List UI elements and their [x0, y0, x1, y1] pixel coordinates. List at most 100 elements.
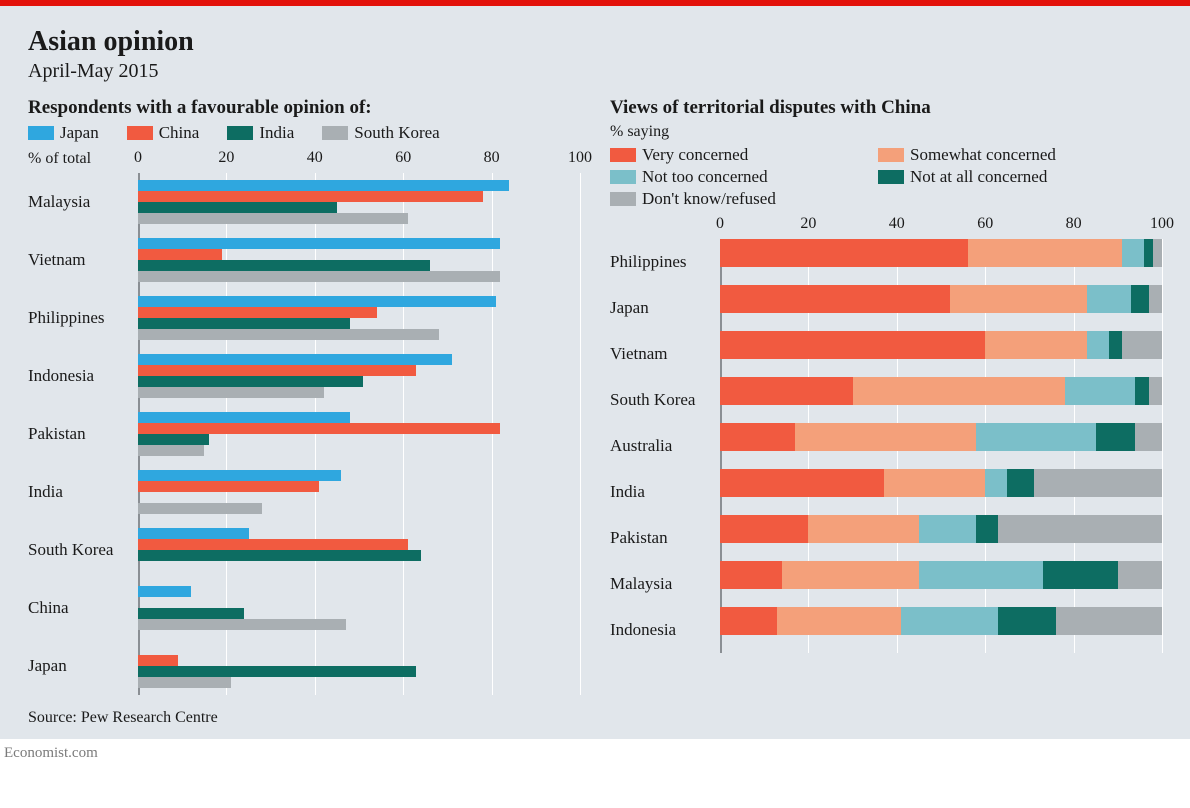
bar-segment	[976, 515, 998, 543]
bar-segment	[1087, 285, 1131, 313]
x-tick: 60	[395, 149, 411, 167]
bar	[138, 503, 262, 514]
x-tick: 20	[218, 149, 234, 167]
bar	[138, 376, 363, 387]
legend-swatch	[610, 170, 636, 184]
category-label: Malaysia	[28, 173, 138, 231]
x-tick: 60	[977, 215, 993, 233]
bar-segment	[998, 607, 1055, 635]
legend-item: South Korea	[322, 123, 439, 143]
category-label: Japan	[28, 637, 138, 695]
x-tick: 40	[307, 149, 323, 167]
legend-label: India	[259, 123, 294, 143]
bar-segment	[1109, 331, 1122, 359]
legend-label: South Korea	[354, 123, 439, 143]
bar-group	[138, 173, 580, 231]
legend-label: Very concerned	[642, 145, 748, 165]
bar	[138, 249, 222, 260]
bar-segment	[1122, 331, 1162, 359]
bar	[138, 677, 231, 688]
bar-segment	[976, 423, 1095, 451]
right-y-labels: PhilippinesJapanVietnamSouth KoreaAustra…	[610, 239, 720, 653]
bar	[138, 191, 483, 202]
bar	[138, 296, 496, 307]
gridline	[1162, 239, 1163, 653]
x-tick: 100	[568, 149, 592, 167]
category-label: Pakistan	[28, 405, 138, 463]
bar	[138, 655, 178, 666]
legend-item: Japan	[28, 123, 99, 143]
bar	[138, 412, 350, 423]
legend-label: Japan	[60, 123, 99, 143]
chart-container: Asian opinion April-May 2015 Respondents…	[0, 6, 1190, 739]
chart-subtitle: April-May 2015	[28, 60, 1162, 83]
bar-segment	[1034, 469, 1162, 497]
category-label: Philippines	[28, 289, 138, 347]
watermark-text: Economist.com	[0, 739, 1190, 768]
bar-segment	[720, 561, 782, 589]
legend-item: Not at all concerned	[878, 167, 1118, 187]
legend-row: Very concernedSomewhat concerned	[610, 145, 1162, 165]
bar-segment	[998, 515, 1162, 543]
bar-segment	[1043, 561, 1118, 589]
stacked-bar-row	[720, 239, 1162, 267]
bar-segment	[985, 331, 1087, 359]
bar-segment	[968, 239, 1123, 267]
category-label: Philippines	[610, 239, 720, 285]
left-plot-wrap: MalaysiaVietnamPhilippinesIndonesiaPakis…	[28, 173, 580, 695]
bar-segment	[720, 423, 795, 451]
bar-group	[138, 405, 580, 463]
right-plot	[720, 239, 1162, 653]
bar	[138, 434, 209, 445]
bar	[138, 202, 337, 213]
legend-item: China	[127, 123, 200, 143]
bar-group	[138, 579, 580, 637]
bar-segment	[720, 515, 808, 543]
bar-segment	[901, 607, 998, 635]
legend-swatch	[322, 126, 348, 140]
left-axis-row: % of total 020406080100	[28, 149, 580, 169]
x-tick: 0	[134, 149, 142, 167]
bar	[138, 329, 439, 340]
bar-segment	[1118, 561, 1162, 589]
bar-segment	[985, 469, 1007, 497]
right-plot-wrap: PhilippinesJapanVietnamSouth KoreaAustra…	[610, 239, 1162, 653]
category-label: Japan	[610, 285, 720, 331]
right-panel-subtitle: % saying	[610, 123, 1162, 141]
bar-segment	[1135, 377, 1148, 405]
bar-segment	[720, 377, 853, 405]
left-panel: Respondents with a favourable opinion of…	[28, 97, 580, 695]
legend-item: Very concerned	[610, 145, 850, 165]
legend-row: Not too concerned Not at all concerned	[610, 167, 1162, 187]
bar-segment	[919, 515, 976, 543]
bar	[138, 470, 341, 481]
legend-swatch	[227, 126, 253, 140]
stacked-bar-row	[720, 331, 1162, 359]
bar	[138, 365, 416, 376]
stacked-bar-row	[720, 377, 1162, 405]
stacked-bar-row	[720, 607, 1162, 635]
right-panel-title: Views of territorial disputes with China	[610, 97, 1162, 119]
stacked-bar-row	[720, 423, 1162, 451]
legend-label: Not too concerned	[642, 167, 768, 187]
chart-title: Asian opinion	[28, 26, 1162, 58]
category-label: Pakistan	[610, 515, 720, 561]
x-tick: 40	[889, 215, 905, 233]
left-legend: Japan China India South Korea	[28, 123, 580, 143]
bar-segment	[720, 285, 950, 313]
bar-segment	[777, 607, 901, 635]
x-tick: 0	[716, 215, 724, 233]
category-label: Vietnam	[28, 231, 138, 289]
legend-label: Not at all concerned	[910, 167, 1047, 187]
bar-segment	[1087, 331, 1109, 359]
bar-segment	[720, 469, 884, 497]
left-x-ticks: 020406080100	[138, 149, 580, 169]
category-label: Indonesia	[610, 607, 720, 653]
bar-segment	[1056, 607, 1162, 635]
bar-segment	[1007, 469, 1034, 497]
legend-item: Don't know/refused	[610, 189, 850, 209]
bar	[138, 550, 421, 561]
bar-segment	[1149, 377, 1162, 405]
bar-segment	[1096, 423, 1136, 451]
stacked-bar-row	[720, 561, 1162, 589]
